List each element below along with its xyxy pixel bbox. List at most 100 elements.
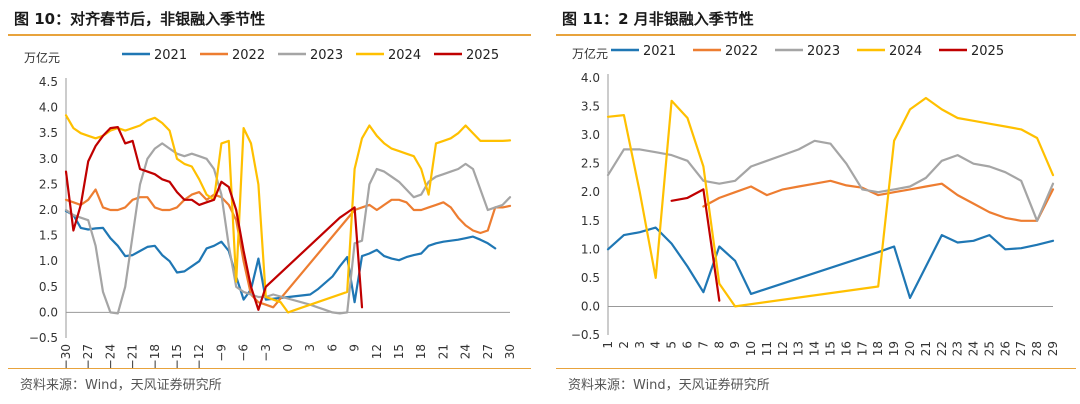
x-tick-label: 24 — [459, 344, 473, 359]
legend-label-2022: 2022 — [232, 48, 265, 63]
x-tick-label: 9 — [348, 344, 362, 352]
chart-title: 图 11：2 月非银融入季节性 — [562, 10, 754, 28]
source-divider — [556, 368, 1076, 369]
series-line-2022 — [64, 188, 512, 309]
y-tick-label: 4.0 — [581, 71, 600, 85]
x-tick-label: 25 — [982, 341, 996, 356]
y-tick-label: 2.0 — [581, 185, 600, 199]
x-tick-label: 15 — [824, 341, 838, 356]
y-tick-label: 0.5 — [581, 271, 600, 285]
title-divider — [556, 34, 1076, 36]
series-line-2022 — [702, 179, 1055, 222]
y-tick-label: 1.5 — [581, 214, 600, 228]
y-tick-label: 1.0 — [39, 254, 58, 268]
legend-label-2024: 2024 — [388, 48, 421, 63]
legend-label-2021: 2021 — [154, 48, 187, 63]
series-line-2025 — [670, 188, 721, 302]
y-tick-label: 1.5 — [39, 229, 58, 243]
chart-title: 图 10：对齐春节后，非银融入季节性 — [14, 10, 266, 28]
x-tick-label: 18 — [414, 344, 428, 359]
x-tick-label: 23 — [951, 341, 965, 356]
y-tick-label: 4.5 — [39, 75, 58, 89]
x-tick-label: 0 — [281, 344, 295, 352]
x-tick-label: 6 — [680, 341, 694, 349]
legend-label-2024: 2024 — [889, 44, 922, 59]
y-tick-label: 2.0 — [39, 203, 58, 217]
y-tick-label: 0.5 — [39, 280, 58, 294]
series-line-2023 — [606, 139, 1055, 222]
x-tick-label: 20 — [903, 341, 917, 356]
x-tick-label: 12 — [370, 344, 384, 359]
title-divider — [8, 34, 531, 36]
y-tick-label: 0.0 — [581, 299, 600, 313]
x-tick-label: 26 — [998, 341, 1012, 356]
x-tick-label: 2 — [617, 341, 631, 349]
line-chart-spring-festival-aligned: 万亿元 −0.5 0.0 0.5 1.0 1.5 2.0 2.5 3.0 3.5 4.0 4.5 −3 0… — [24, 48, 517, 368]
x-tick-label: 3 — [633, 341, 647, 349]
y-tick-label: 1.0 — [581, 242, 600, 256]
source-note: 资料来源：Wind，天风证券研究所 — [20, 378, 222, 393]
y-tick-label: 3.0 — [39, 152, 58, 166]
x-tick-label: 8 — [712, 341, 726, 349]
x-tick-label: 3 — [303, 344, 317, 352]
x-tick-label: 24 — [967, 341, 981, 356]
x-tick-label: −6 — [237, 344, 251, 362]
x-tick-label: 7 — [696, 341, 710, 349]
x-tick-label: 15 — [392, 344, 406, 359]
y-tick-label: 3.5 — [581, 100, 600, 114]
source-note: 资料来源：Wind，天风证券研究所 — [568, 378, 770, 393]
series-line-2021 — [606, 226, 1055, 299]
x-tick-label: −24 — [103, 344, 117, 368]
x-tick-label: −27 — [81, 344, 95, 368]
x-tick-label: −3 — [259, 344, 273, 362]
x-tick-label: 19 — [887, 341, 901, 356]
y-tick-label: 3.0 — [581, 128, 600, 142]
x-tick-label: 10 — [744, 341, 758, 356]
y-tick-label: 2.5 — [39, 177, 58, 191]
x-tick-label: 22 — [935, 341, 949, 356]
x-tick-label: −18 — [148, 344, 162, 368]
legend-label-2023: 2023 — [310, 48, 343, 63]
series-line-2024 — [606, 96, 1055, 308]
legend-label-2022: 2022 — [725, 44, 758, 59]
x-tick-label: 11 — [760, 341, 774, 356]
x-tick-label: 12 — [776, 341, 790, 356]
x-tick-label: −9 — [214, 344, 228, 362]
y-axis-unit-label: 万亿元 — [24, 50, 60, 65]
y-tick-label: 2.5 — [581, 157, 600, 171]
series-line-2025 — [64, 125, 364, 311]
x-tick-label: 18 — [871, 341, 885, 356]
x-tick-label: 14 — [808, 341, 822, 356]
legend-label-2025: 2025 — [466, 48, 499, 63]
y-axis-unit-label: 万亿元 — [572, 46, 608, 61]
series-line-2023 — [64, 142, 512, 315]
x-tick-label: 29 — [1046, 341, 1060, 356]
x-tick-label: 21 — [919, 341, 933, 356]
x-tick-label: 27 — [1014, 341, 1028, 356]
x-tick-label: −15 — [170, 344, 184, 368]
y-tick-label: −0.5 — [571, 328, 600, 342]
x-tick-label: 27 — [481, 344, 495, 359]
x-tick-label: 30 — [503, 344, 517, 359]
series-line-2024 — [64, 114, 512, 314]
x-tick-label: 9 — [728, 341, 742, 349]
source-divider — [8, 368, 531, 369]
line-chart-february-seasonality: 万亿元−0.50.00.51.01.52.02.53.03.54.01 2 3 4 5 6… — [571, 44, 1060, 356]
x-tick-label: 13 — [792, 341, 806, 356]
x-tick-label: 28 — [1030, 341, 1044, 356]
x-tick-label: 6 — [325, 344, 339, 352]
x-tick-label: 17 — [855, 341, 869, 356]
y-tick-label: 0.0 — [39, 305, 58, 319]
y-tick-label: −0.5 — [29, 331, 58, 345]
x-tick-label: 21 — [436, 344, 450, 359]
y-tick-label: 3.5 — [39, 126, 58, 140]
x-tick-label: 5 — [665, 341, 679, 349]
x-tick-label: −12 — [192, 344, 206, 368]
legend-label-2021: 2021 — [643, 44, 676, 59]
legend-label-2025: 2025 — [971, 44, 1004, 59]
legend-label-2023: 2023 — [807, 44, 840, 59]
x-tick-label: 1 — [601, 341, 615, 349]
x-tick-label: −21 — [126, 344, 140, 368]
x-tick-label: 16 — [839, 341, 853, 356]
y-tick-label: 4.0 — [39, 101, 58, 115]
